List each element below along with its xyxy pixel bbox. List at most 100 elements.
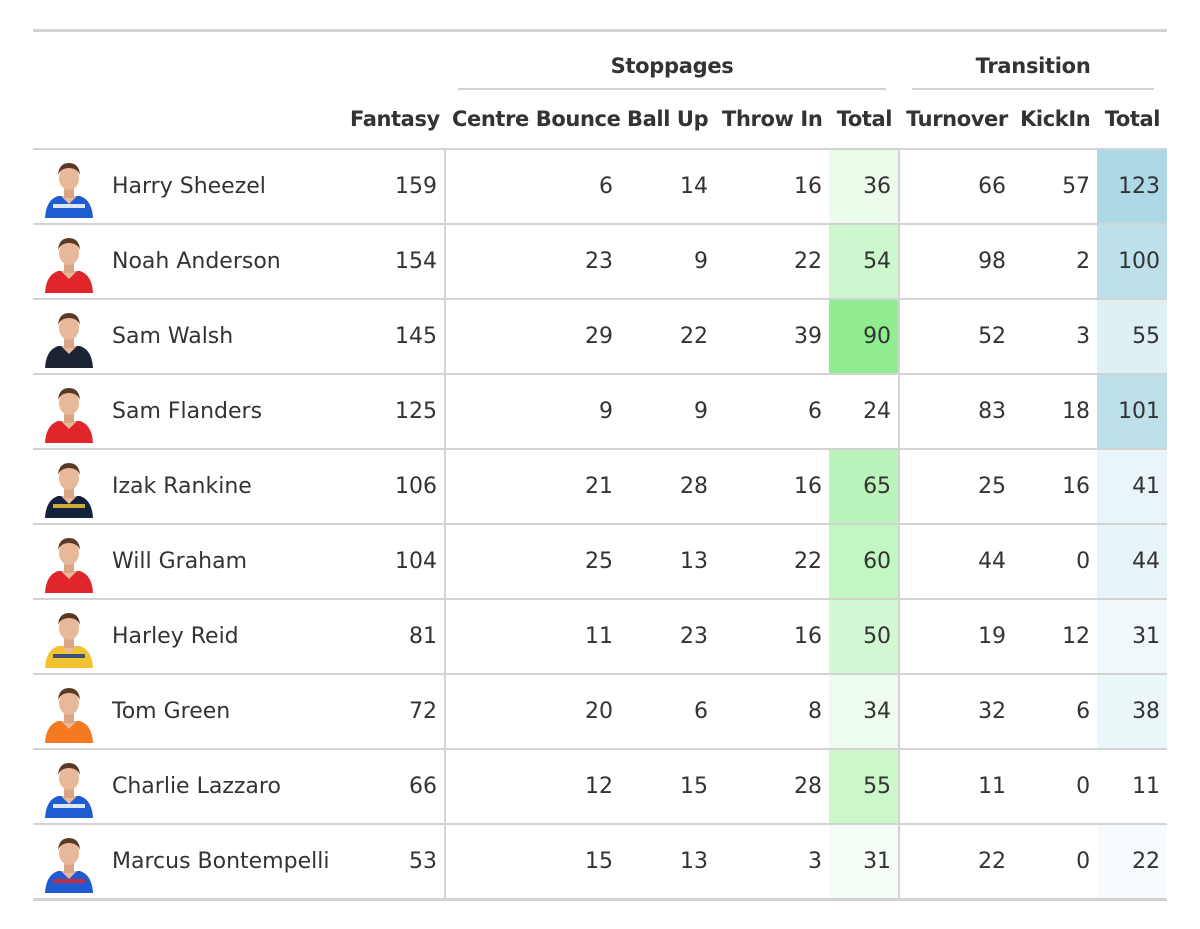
column-group-row: Stoppages Transition: [33, 30, 1168, 91]
cell-transition-total: 44: [1097, 524, 1168, 600]
cell-centre-bounce: 6: [445, 149, 621, 225]
table-row: Charlie Lazzaro 66 12 15 28 55 11 0 11: [33, 749, 1168, 825]
cell-turnover: 11: [899, 749, 1014, 825]
cell-turnover: 44: [899, 524, 1014, 600]
cell-stoppage-total: 34: [829, 674, 901, 750]
cell-throw-in: 16: [715, 599, 830, 675]
cell-transition-total: 123: [1097, 149, 1168, 225]
cell-transition-total: 31: [1097, 599, 1168, 675]
cell-ball-up: 13: [620, 524, 716, 600]
table-row: Will Graham 104 25 13 22 60 44 0 44: [33, 524, 1168, 600]
player-avatar-icon: [45, 762, 93, 818]
cell-turnover: 19: [899, 599, 1014, 675]
player-avatar-icon: [45, 462, 93, 518]
cell-transition-total: 101: [1097, 374, 1168, 450]
cell-throw-in: 16: [715, 449, 830, 525]
player-avatar-icon: [45, 162, 93, 218]
empty-spanner: [33, 31, 445, 91]
cell-kickin: 0: [1013, 749, 1098, 825]
header-throw-in: Throw In: [715, 90, 830, 150]
player-name: Tom Green: [105, 674, 343, 750]
cell-fantasy: 72: [343, 674, 447, 750]
player-photo-cell: [33, 299, 105, 375]
table-row: Izak Rankine 106 21 28 16 65 25 16 41: [33, 449, 1168, 525]
cell-fantasy: 53: [343, 824, 447, 901]
cell-stoppage-total: 54: [829, 224, 901, 300]
cell-kickin: 0: [1013, 524, 1098, 600]
cell-transition-total: 100: [1097, 224, 1168, 300]
cell-ball-up: 22: [620, 299, 716, 375]
cell-ball-up: 15: [620, 749, 716, 825]
stoppages-group-label: Stoppages: [458, 54, 887, 90]
cell-kickin: 16: [1013, 449, 1098, 525]
cell-throw-in: 6: [715, 374, 830, 450]
cell-centre-bounce: 25: [445, 524, 621, 600]
player-avatar-icon: [45, 687, 93, 743]
cell-transition-total: 41: [1097, 449, 1168, 525]
cell-ball-up: 9: [620, 224, 716, 300]
cell-throw-in: 28: [715, 749, 830, 825]
header-name: [105, 90, 343, 150]
cell-kickin: 0: [1013, 824, 1098, 901]
cell-transition-total: 38: [1097, 674, 1168, 750]
cell-kickin: 57: [1013, 149, 1098, 225]
cell-centre-bounce: 23: [445, 224, 621, 300]
cell-stoppage-total: 31: [829, 824, 901, 901]
player-avatar-icon: [45, 837, 93, 893]
cell-centre-bounce: 15: [445, 824, 621, 901]
transition-group-label: Transition: [912, 54, 1155, 90]
cell-transition-total: 55: [1097, 299, 1168, 375]
cell-centre-bounce: 11: [445, 599, 621, 675]
cell-stoppage-total: 36: [829, 149, 901, 225]
table-row: Sam Walsh 145 29 22 39 90 52 3 55: [33, 299, 1168, 375]
cell-stoppage-total: 90: [829, 299, 901, 375]
cell-kickin: 2: [1013, 224, 1098, 300]
player-name: Sam Walsh: [105, 299, 343, 375]
cell-stoppage-total: 65: [829, 449, 901, 525]
cell-throw-in: 22: [715, 224, 830, 300]
cell-kickin: 3: [1013, 299, 1098, 375]
cell-turnover: 25: [899, 449, 1014, 525]
header-turnover: Turnover: [899, 90, 1014, 150]
cell-transition-total: 22: [1097, 824, 1168, 901]
player-name: Harley Reid: [105, 599, 343, 675]
stats-table-container: Stoppages Transition Fantasy Centre Boun…: [33, 29, 1168, 901]
player-name: Harry Sheezel: [105, 149, 343, 225]
player-avatar-icon: [45, 537, 93, 593]
cell-stoppage-total: 60: [829, 524, 901, 600]
cell-ball-up: 28: [620, 449, 716, 525]
cell-ball-up: 13: [620, 824, 716, 901]
player-name: Izak Rankine: [105, 449, 343, 525]
table-row: Harley Reid 81 11 23 16 50 19 12 31: [33, 599, 1168, 675]
stats-table: Stoppages Transition Fantasy Centre Boun…: [33, 29, 1168, 901]
cell-turnover: 66: [899, 149, 1014, 225]
header-photo: [33, 90, 105, 150]
transition-spanner: Transition: [899, 31, 1167, 90]
cell-throw-in: 3: [715, 824, 830, 901]
cell-fantasy: 66: [343, 749, 447, 825]
player-photo-cell: [33, 749, 105, 825]
cell-turnover: 22: [899, 824, 1014, 901]
cell-kickin: 6: [1013, 674, 1098, 750]
header-ball-up: Ball Up: [620, 90, 716, 150]
cell-transition-total: 11: [1097, 749, 1168, 825]
cell-fantasy: 81: [343, 599, 447, 675]
cell-centre-bounce: 12: [445, 749, 621, 825]
header-stoppage-total: Total: [829, 90, 900, 150]
player-avatar-icon: [45, 612, 93, 668]
player-name: Marcus Bontempelli: [105, 824, 343, 901]
stoppages-spanner: Stoppages: [445, 31, 899, 90]
player-avatar-icon: [45, 237, 93, 293]
cell-throw-in: 39: [715, 299, 830, 375]
player-avatar-icon: [45, 312, 93, 368]
cell-centre-bounce: 21: [445, 449, 621, 525]
player-photo-cell: [33, 374, 105, 450]
cell-ball-up: 6: [620, 674, 716, 750]
header-kickin: KickIn: [1013, 90, 1098, 150]
header-fantasy: Fantasy: [343, 90, 446, 150]
player-photo-cell: [33, 599, 105, 675]
table-row: Marcus Bontempelli 53 15 13 3 31 22 0 22: [33, 824, 1168, 901]
cell-centre-bounce: 20: [445, 674, 621, 750]
cell-stoppage-total: 50: [829, 599, 901, 675]
cell-turnover: 52: [899, 299, 1014, 375]
